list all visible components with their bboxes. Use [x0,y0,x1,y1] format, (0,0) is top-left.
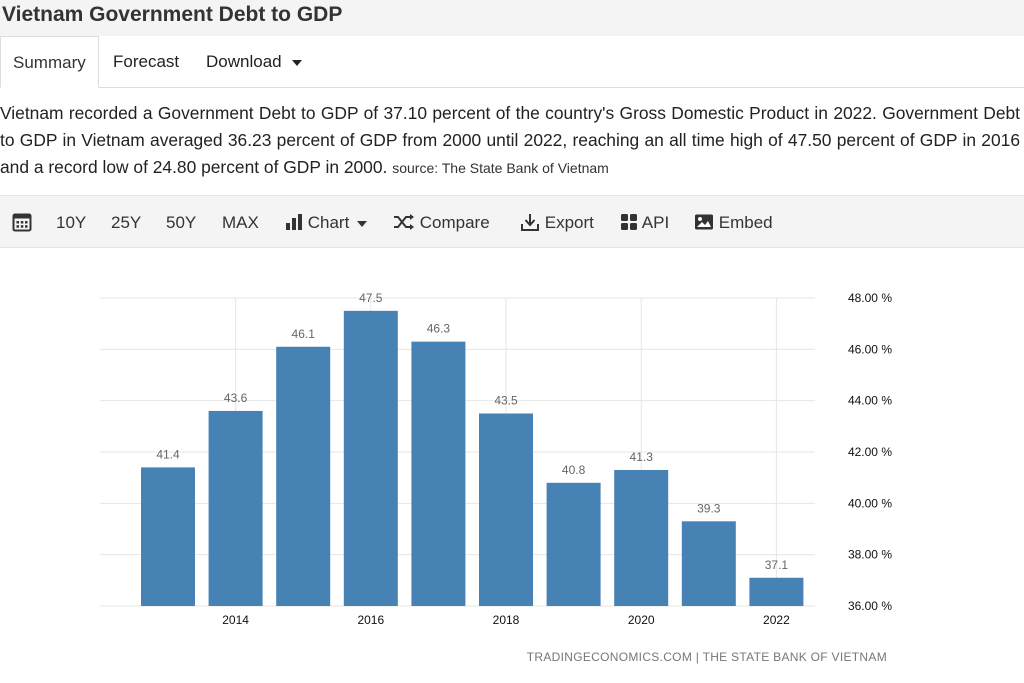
grid-icon [621,214,637,231]
bar [681,521,736,606]
bar [479,413,533,606]
label-layer: 41.4 43.6 46.1 47.5 46.3 43.5 40.8 41.3 39.3 37.1 [156,291,788,572]
bar [343,310,398,606]
range-10y-button[interactable]: 10Y [56,213,87,232]
bar [749,577,804,606]
tab-download[interactable]: Download [206,36,302,88]
chart-type-button[interactable]: Chart [285,196,368,249]
page-title: Vietnam Government Debt to GDP [0,0,1024,36]
bar-layer [141,310,804,606]
y-tick-label: 44.00 % [848,394,892,408]
tab-summary[interactable]: Summary [0,36,99,88]
bar [141,467,195,606]
export-button[interactable]: Export [520,196,594,249]
bar [614,469,669,606]
bar [208,410,263,606]
y-tick-label: 42.00 % [848,445,892,459]
data-label: 41.4 [156,447,180,461]
y-tick-label: 48.00 % [848,291,892,305]
x-tick-label: 2022 [763,613,790,627]
chart-area: 41.4 43.6 46.1 47.5 46.3 43.5 40.8 41.3 39.3 37.1… [0,249,1024,683]
bar [546,482,601,606]
caret-down-icon [357,220,368,227]
download-icon [521,214,539,232]
api-button[interactable]: API [620,196,669,249]
api-label: API [641,213,670,232]
chart-toolbar: 10Y 25Y 50Y MAX Chart Compare Export [0,195,1024,248]
calendar-icon [12,213,32,232]
tab-bar: Summary Forecast Download [0,36,1024,88]
y-tick-label: 38.00 % [848,548,892,562]
data-label: 41.3 [630,450,654,464]
image-icon [695,214,713,230]
caret-down-icon [291,59,302,66]
bar [276,346,331,606]
data-label: 43.5 [494,394,518,408]
data-label: 39.3 [697,501,721,515]
y-tick-label: 46.00 % [848,342,892,356]
embed-button[interactable]: Embed [694,196,773,249]
data-label: 40.8 [562,463,586,477]
y-tick-label: 40.00 % [848,496,892,510]
export-label: Export [544,213,594,232]
tab-forecast[interactable]: Forecast [113,52,180,71]
x-tick-label: 2014 [222,613,249,627]
compare-button[interactable]: Compare [393,196,490,249]
range-50y-button[interactable]: 50Y [166,213,197,232]
bar-chart: 41.4 43.6 46.1 47.5 46.3 43.5 40.8 41.3 39.3 37.1… [100,291,892,664]
source-note: source: The State Bank of Vietnam [392,160,609,176]
x-tick-label: 2016 [357,613,384,627]
data-label: 37.1 [765,558,789,572]
bar-chart-icon [286,214,302,231]
data-label: 47.5 [359,291,383,305]
summary-text: Vietnam recorded a Government Debt to GD… [0,103,1020,177]
range-25y-button[interactable]: 25Y [111,213,142,232]
data-label: 43.6 [224,391,248,405]
x-tick-label: 2018 [493,613,520,627]
y-tick-label: 36.00 % [848,599,892,613]
x-tick-label: 2020 [628,613,655,627]
summary-paragraph: Vietnam recorded a Government Debt to GD… [0,100,1020,182]
axis-layer: 36.00 % 38.00 % 40.00 % 42.00 % 44.00 % 46.00… [222,291,892,627]
range-max-button[interactable]: MAX [222,213,259,232]
calendar-button[interactable] [12,196,32,249]
chart-credit: TRADINGECONOMICS.COM | THE STATE BANK OF… [527,650,887,664]
data-label: 46.1 [292,327,316,341]
shuffle-icon [394,214,414,231]
bar [411,341,466,606]
embed-label: Embed [718,213,773,232]
chart-type-label: Chart [307,213,350,232]
compare-label: Compare [419,213,490,232]
tab-download-label: Download [206,52,282,71]
data-label: 46.3 [427,322,451,336]
